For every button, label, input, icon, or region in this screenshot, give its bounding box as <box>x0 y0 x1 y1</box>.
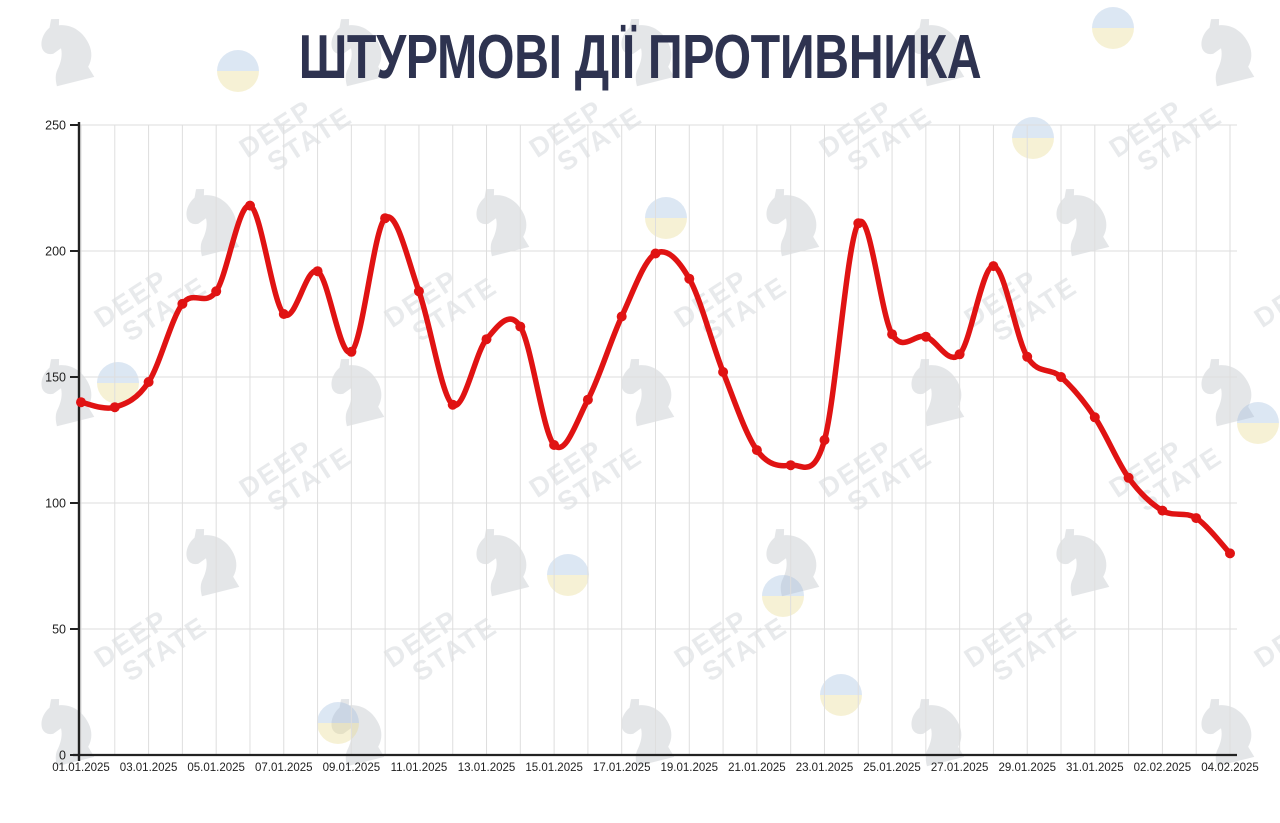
data-point-marker <box>515 321 526 332</box>
y-tick-label: 250 <box>45 119 66 133</box>
data-point-marker <box>582 394 593 405</box>
x-tick-label: 15.01.2025 <box>525 762 583 774</box>
x-tick-label: 21.01.2025 <box>728 762 786 774</box>
data-point-marker <box>380 213 391 224</box>
data-point-marker <box>143 377 154 387</box>
data-point-marker <box>1089 412 1100 423</box>
data-point-marker <box>988 261 999 272</box>
page-title: ШТУРМОВІ ДІЇ ПРОТИВНИКА <box>298 23 982 92</box>
x-tick-label: 19.01.2025 <box>661 762 719 774</box>
y-tick-label: 0 <box>59 749 66 763</box>
data-point-marker <box>346 346 357 357</box>
data-line <box>78 202 1233 557</box>
x-tick-label: 04.02.2025 <box>1201 762 1259 774</box>
data-point-marker <box>211 286 222 297</box>
data-point-marker <box>481 334 492 345</box>
x-tick-label: 29.01.2025 <box>998 762 1056 774</box>
x-tick-label: 01.01.2025 <box>52 762 110 774</box>
data-point-marker <box>1022 351 1033 362</box>
data-point-marker <box>650 248 661 259</box>
data-point-marker <box>1056 372 1066 382</box>
data-point-marker <box>853 218 864 229</box>
data-point-marker <box>447 399 458 410</box>
data-point-marker <box>177 298 188 309</box>
data-point-marker <box>413 286 424 297</box>
data-point-marker <box>954 349 965 360</box>
data-point-marker <box>76 397 86 408</box>
y-tick-label: 200 <box>45 245 66 259</box>
data-point-marker <box>718 367 729 377</box>
y-tick-label: 150 <box>45 371 66 385</box>
x-tick-label: 25.01.2025 <box>863 762 921 774</box>
data-point-marker <box>887 329 898 340</box>
data-point-marker <box>312 266 323 277</box>
data-point-marker <box>278 309 289 319</box>
x-tick-label: 11.01.2025 <box>391 762 448 774</box>
data-point-marker <box>819 435 830 445</box>
data-point-marker <box>920 331 931 342</box>
x-tick-label: 05.01.2025 <box>187 762 245 774</box>
x-tick-label: 03.01.2025 <box>120 762 178 774</box>
data-point-marker <box>109 402 120 413</box>
y-tick-label: 100 <box>45 497 66 511</box>
data-point-marker <box>616 311 627 322</box>
data-point-marker <box>1123 472 1134 483</box>
x-tick-label: 17.01.2025 <box>593 762 651 774</box>
data-point-marker <box>751 445 762 456</box>
x-tick-label: 23.01.2025 <box>796 762 854 774</box>
data-point-marker <box>1157 505 1168 516</box>
data-point-marker <box>684 273 695 284</box>
data-point-marker <box>785 460 796 471</box>
x-tick-label: 13.01.2025 <box>458 762 516 774</box>
x-tick-label: 07.01.2025 <box>255 762 313 774</box>
data-point-marker <box>245 200 255 211</box>
x-tick-label: 27.01.2025 <box>931 762 989 774</box>
x-tick-label: 02.02.2025 <box>1134 762 1192 774</box>
data-point-marker <box>1191 513 1202 524</box>
x-tick-label: 31.01.2025 <box>1066 762 1124 774</box>
data-point-marker <box>549 440 560 450</box>
x-tick-label: 09.01.2025 <box>323 762 381 774</box>
y-tick-label: 50 <box>52 623 66 637</box>
data-point-marker <box>1225 548 1235 559</box>
